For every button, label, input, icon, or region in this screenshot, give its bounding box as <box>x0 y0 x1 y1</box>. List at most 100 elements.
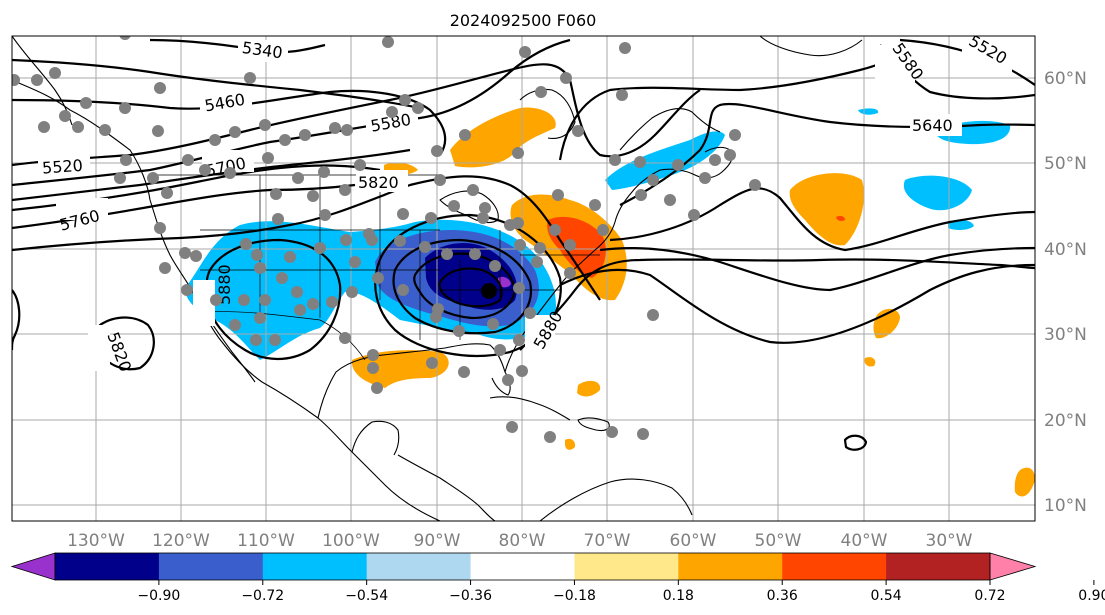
colorbar-tick-label: 0.54 <box>871 588 902 604</box>
station-dot <box>154 222 166 234</box>
station-dot <box>49 67 61 79</box>
contour-5580-west <box>12 38 571 187</box>
station-dot <box>38 121 50 133</box>
lat-label: 40°N <box>1044 240 1087 260</box>
lon-label: 90°W <box>414 531 461 551</box>
lat-label: 30°N <box>1044 325 1087 345</box>
station-dot <box>382 36 394 48</box>
station-dot <box>307 190 319 202</box>
contour-5640-east <box>619 102 1035 206</box>
coastline-hudson <box>519 88 576 139</box>
lon-label: 70°W <box>584 531 631 551</box>
station-dot <box>250 334 262 346</box>
station-dot <box>637 428 649 440</box>
colorbar-tick-label: 0.18 <box>663 588 694 604</box>
station-dot <box>80 97 92 109</box>
coastline-south-america <box>539 478 693 521</box>
station-dot <box>430 311 442 323</box>
station-dot <box>291 286 303 298</box>
colorbar-segment <box>262 553 368 580</box>
station-dot <box>412 102 424 114</box>
station-dot <box>544 431 556 443</box>
colorbar-segment <box>574 553 679 580</box>
station-dot <box>349 256 361 268</box>
station-dot <box>182 154 194 166</box>
station-dot <box>340 234 352 246</box>
station-dot <box>724 149 736 161</box>
station-dot <box>504 219 516 231</box>
station-dot <box>688 209 700 221</box>
station-dot <box>524 307 536 319</box>
station-dot <box>459 129 471 141</box>
map-frame <box>11 35 1036 522</box>
station-dot <box>564 267 576 279</box>
cyan-patch-north <box>858 108 879 115</box>
station-dot <box>318 166 330 178</box>
station-dot <box>269 334 281 346</box>
station-dot <box>664 194 676 206</box>
station-dot <box>647 174 659 186</box>
contour-east-upper <box>609 187 1035 252</box>
station-dot <box>458 366 470 378</box>
station-dot <box>386 106 398 118</box>
station-dot <box>339 332 351 344</box>
station-dot <box>59 110 71 122</box>
coastline-labrador <box>619 108 721 151</box>
station-dot <box>307 298 319 310</box>
colorbar-segment <box>678 553 783 580</box>
negative-anomaly-peak <box>498 276 511 288</box>
positive-anomaly-atlantic-core <box>836 216 845 221</box>
station-dot <box>354 159 366 171</box>
lat-label: 50°N <box>1044 154 1087 174</box>
coastline-yucatan <box>351 420 400 456</box>
station-dot <box>549 224 561 236</box>
station-dot <box>199 164 211 176</box>
contour-east-trough <box>559 263 1035 344</box>
contour-low-3 <box>438 267 503 308</box>
contour-5460 <box>12 89 447 156</box>
height-contours <box>12 38 1035 451</box>
lon-label: 120°W <box>152 531 210 551</box>
colorbar-segment <box>886 553 991 580</box>
longitude-labels: 130°W 120°W 110°W 100°W 90°W 80°W 70°W 6… <box>67 531 973 551</box>
contour-5400 <box>12 58 421 110</box>
station-dot <box>114 172 126 184</box>
station-dot <box>634 156 646 168</box>
station-dot <box>179 247 191 259</box>
station-dot <box>319 209 331 221</box>
station-dot <box>161 187 173 199</box>
contour-small-low <box>843 434 868 451</box>
contour-5520-west <box>12 63 701 167</box>
lat-label: 10°N <box>1044 496 1087 516</box>
station-dot <box>512 147 524 159</box>
colorbar-extend-min <box>10 552 56 581</box>
lat-label: 60°N <box>1044 69 1087 89</box>
colorbar: −0.90 −0.72 −0.54 −0.36 −0.18 0.18 0.36 0.54 0.7… <box>10 552 1105 604</box>
colorbar-tick-label: 0.72 <box>974 588 1005 604</box>
station-dot <box>672 159 684 171</box>
contour-5880-east <box>519 258 1035 351</box>
station-dot <box>397 284 409 296</box>
station-dot <box>159 262 171 274</box>
station-dot <box>635 189 647 201</box>
station-dot <box>647 309 659 321</box>
cyan-patch-east-canada <box>605 131 725 190</box>
lon-label: 80°W <box>499 531 546 551</box>
station-dot <box>399 94 411 106</box>
positive-anomaly-canada <box>450 107 556 168</box>
low-center-marker <box>481 283 497 299</box>
station-dot <box>425 212 437 224</box>
contour-label-5640: 5640 <box>912 116 953 135</box>
station-dot <box>502 374 514 386</box>
station-dot <box>314 242 326 254</box>
colorbar-tick-label: 0.90 <box>1078 588 1105 604</box>
station-dot <box>12 74 20 86</box>
station-dot <box>367 349 379 361</box>
colorbar-tick-label: −0.18 <box>553 588 596 604</box>
station-dot <box>619 42 631 54</box>
station-dot <box>534 242 546 254</box>
lon-label: 130°W <box>67 531 125 551</box>
station-dot <box>276 272 288 284</box>
latitude-labels: 60°N 50°N 40°N 30°N 20°N 10°N <box>1044 69 1087 516</box>
station-dot <box>469 248 481 260</box>
